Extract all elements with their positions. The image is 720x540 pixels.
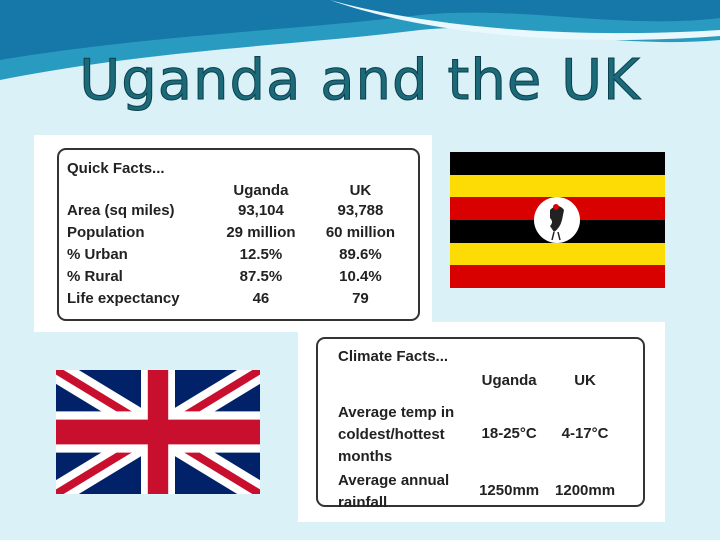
header-cell [338,369,471,400]
climate-facts-box: Climate Facts... Uganda UK Average temp in… [316,337,645,511]
cell: 18-25°C [481,425,537,442]
column-header: Uganda [481,372,537,389]
uganda-flag [450,152,665,288]
cell: 12.5% [239,246,283,263]
row-label: Average annual rainfall [338,472,450,511]
cell: 29 million [226,224,296,241]
cell: 10.4% [339,268,382,285]
cell: 87.5% [239,268,283,285]
cell: 93,788 [337,202,384,219]
header-row: Uganda UK [67,181,410,200]
cell: 89.6% [339,246,382,263]
table-row: % Urban 12.5% 89.6% [67,244,410,266]
quick-facts-card: Quick Facts... Uganda UK Area (sq miles) 93… [34,135,432,332]
uk-flag [56,370,260,494]
quick-facts-box: Quick Facts... Uganda UK Area (sq miles) 93… [57,148,420,321]
cell: 4-17°C [561,425,609,442]
header-cell [67,181,211,200]
cell: 1200mm [555,482,616,499]
table-row: Average temp in coldest/hottest months 18… [338,400,623,468]
row-label: % Urban [67,246,128,263]
cell: 60 million [325,224,396,241]
table-row: Population 29 million 60 million [67,222,410,244]
quick-facts-table: Uganda UK Area (sq miles) 93,104 93,788 Popul… [67,181,410,310]
cell: 46 [252,290,270,307]
column-header: UK [574,372,596,389]
row-label: Population [67,224,145,241]
header-row: Uganda UK [338,369,623,400]
table-heading: Climate Facts... [338,348,449,365]
table-heading: Quick Facts... [67,160,165,177]
column-header: UK [349,182,372,199]
row-label: % Rural [67,268,123,285]
cell: 93,104 [237,202,284,219]
row-label: Area (sq miles) [67,202,175,219]
table-row: Life expectancy 46 79 [67,288,410,310]
cell: 79 [352,290,369,307]
cell: 1250mm [479,482,540,499]
slide-title: Uganda and the UK [79,48,641,114]
table-row: Area (sq miles) 93,104 93,788 [67,200,410,222]
table-row: % Rural 87.5% 10.4% [67,266,410,288]
wave-banner [0,0,720,80]
column-header: Uganda [233,182,289,199]
row-label: Life expectancy [67,290,180,307]
climate-facts-card: Climate Facts... Uganda UK Average temp in… [298,322,665,522]
table-row: Average annual rainfall 1250mm 1200mm [338,468,623,514]
row-label: Average temp in coldest/hottest months [338,404,455,465]
climate-facts-table: Uganda UK Average temp in coldest/hottest … [338,369,623,514]
